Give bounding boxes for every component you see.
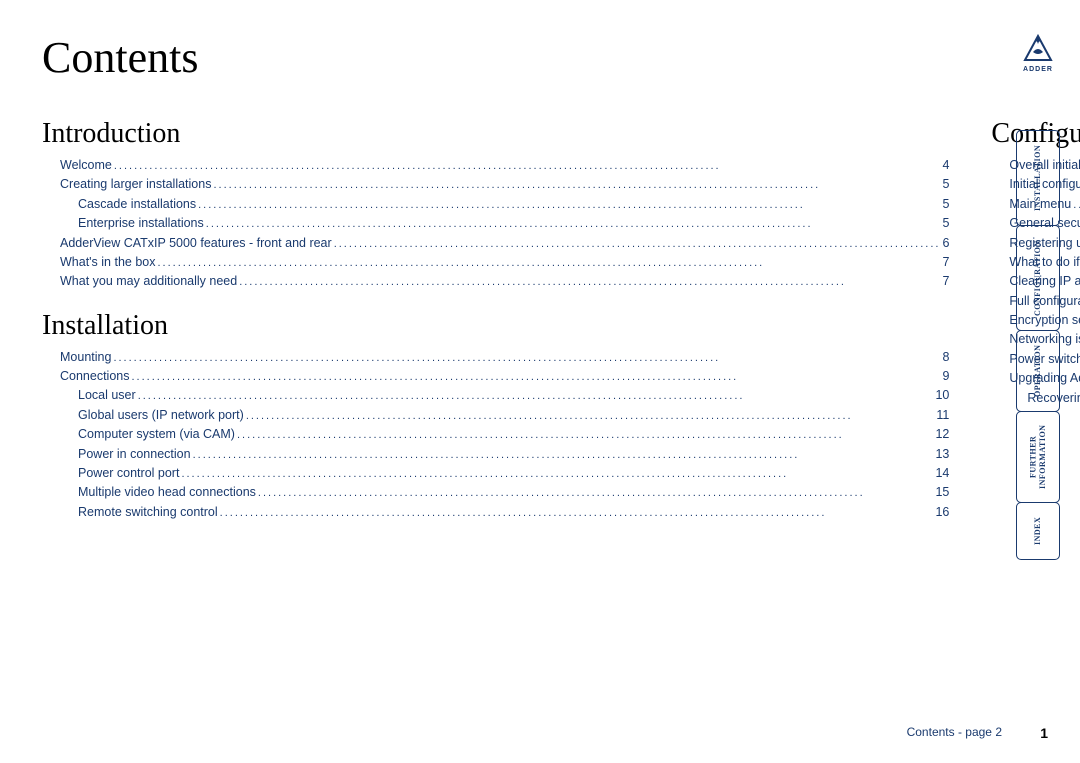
brand-name: ADDER	[1016, 66, 1060, 73]
side-tab[interactable]: CONFIGURATION	[1016, 225, 1060, 331]
toc-entry[interactable]: AdderView CATxIP 5000 features - front a…	[42, 234, 949, 253]
toc-entry-label: What you may additionally need	[60, 272, 237, 291]
toc-entry-label: Connections	[60, 367, 130, 386]
toc-entry[interactable]: What's in the box.......................…	[42, 253, 949, 272]
toc-entry-page: 10	[935, 386, 949, 405]
toc-entry[interactable]: Mounting................................…	[42, 348, 949, 367]
toc-entry-page: 9	[942, 367, 949, 386]
toc-entry-page: 8	[942, 348, 949, 367]
toc-entry-label: AdderView CATxIP 5000 features - front a…	[60, 234, 332, 253]
toc-dots: ........................................…	[332, 236, 943, 253]
toc-entry-page: 7	[942, 253, 949, 272]
brand-logo: ADDER	[1016, 32, 1060, 73]
toc-entry-label: Power in connection	[78, 445, 191, 464]
side-tabs: INSTALLATIONCONFIGURATIONOPERATIONFURTHE…	[1016, 130, 1060, 559]
section-heading[interactable]: Introduction	[42, 118, 949, 150]
side-tab[interactable]: OPERATION	[1016, 330, 1060, 412]
toc-entry[interactable]: Local user..............................…	[42, 386, 949, 405]
toc-entry-page: 12	[935, 425, 949, 444]
toc-dots: ........................................…	[211, 177, 942, 194]
toc-entry-page: 16	[935, 503, 949, 522]
toc-entry-page: 7	[942, 272, 949, 291]
snake-icon	[1019, 32, 1057, 64]
toc-entry-label: Power control port	[78, 464, 179, 483]
section-heading[interactable]: Installation	[42, 310, 949, 342]
toc-entry-page: 4	[942, 156, 949, 175]
page-title: Contents	[42, 32, 198, 83]
toc-entry-label: Cascade installations	[78, 195, 196, 214]
toc-columns: Introduction Welcome.....................…	[42, 118, 982, 522]
toc-entry[interactable]: Enterprise installations................…	[42, 214, 949, 233]
toc-column: Introduction Welcome.....................…	[42, 118, 949, 522]
side-tab[interactable]: INSTALLATION	[1016, 130, 1060, 226]
toc-entry-label: Multiple video head connections	[78, 483, 256, 502]
toc-dots: ........................................…	[235, 427, 936, 444]
toc-entry-label: Computer system (via CAM)	[78, 425, 235, 444]
toc-dots: ........................................…	[112, 158, 943, 175]
toc-entry-page: 15	[935, 483, 949, 502]
toc-entry[interactable]: Creating larger installations...........…	[42, 175, 949, 194]
toc-entry-label: Remote switching control	[78, 503, 218, 522]
toc-entry[interactable]: Global users (IP network port)..........…	[42, 406, 949, 425]
side-tab[interactable]: FURTHERINFORMATION	[1016, 411, 1060, 503]
toc-entry-label: What's in the box	[60, 253, 156, 272]
side-tab[interactable]: INDEX	[1016, 502, 1060, 560]
toc-entry[interactable]: Power control port......................…	[42, 464, 949, 483]
toc-entry-label: Welcome	[60, 156, 112, 175]
toc-dots: ........................................…	[130, 369, 943, 386]
toc-entry-page: 5	[942, 214, 949, 233]
toc-dots: ........................................…	[156, 255, 943, 272]
toc-dots: ........................................…	[191, 447, 936, 464]
page-number: 1	[1040, 725, 1048, 741]
toc-entry[interactable]: Power in connection.....................…	[42, 445, 949, 464]
toc-dots: ........................................…	[204, 216, 943, 233]
toc-dots: ........................................…	[256, 485, 936, 502]
toc-entry-label: Global users (IP network port)	[78, 406, 244, 425]
toc-entry[interactable]: Remote switching control................…	[42, 503, 949, 522]
toc-entry[interactable]: Welcome.................................…	[42, 156, 949, 175]
toc-entry[interactable]: Multiple video head connections.........…	[42, 483, 949, 502]
toc-entry-page: 5	[942, 195, 949, 214]
toc-dots: ........................................…	[1071, 197, 1080, 214]
toc-dots: ........................................…	[218, 505, 936, 522]
toc-entry-page: 6	[942, 234, 949, 253]
toc-dots: ........................................…	[179, 466, 935, 483]
toc-entry-page: 11	[936, 406, 949, 425]
toc-entry-page: 13	[935, 445, 949, 464]
toc-entry-label: Local user	[78, 386, 136, 405]
toc-entry[interactable]: Computer system (via CAM)...............…	[42, 425, 949, 444]
toc-entry-label: Mounting	[60, 348, 111, 367]
footer-link[interactable]: Contents - page 2	[907, 725, 1002, 739]
toc-dots: ........................................…	[136, 388, 936, 405]
toc-entry-page: 5	[942, 175, 949, 194]
toc-dots: ........................................…	[111, 350, 942, 367]
toc-dots: ........................................…	[237, 274, 942, 291]
toc-entry[interactable]: Cascade installations...................…	[42, 195, 949, 214]
toc-entry[interactable]: Connections.............................…	[42, 367, 949, 386]
toc-dots: ........................................…	[244, 408, 937, 425]
toc-entry-label: Creating larger installations	[60, 175, 211, 194]
toc-entry[interactable]: What you may additionally need..........…	[42, 272, 949, 291]
toc-dots: ........................................…	[196, 197, 942, 214]
toc-entry-label: Enterprise installations	[78, 214, 204, 233]
toc-entry-page: 14	[935, 464, 949, 483]
